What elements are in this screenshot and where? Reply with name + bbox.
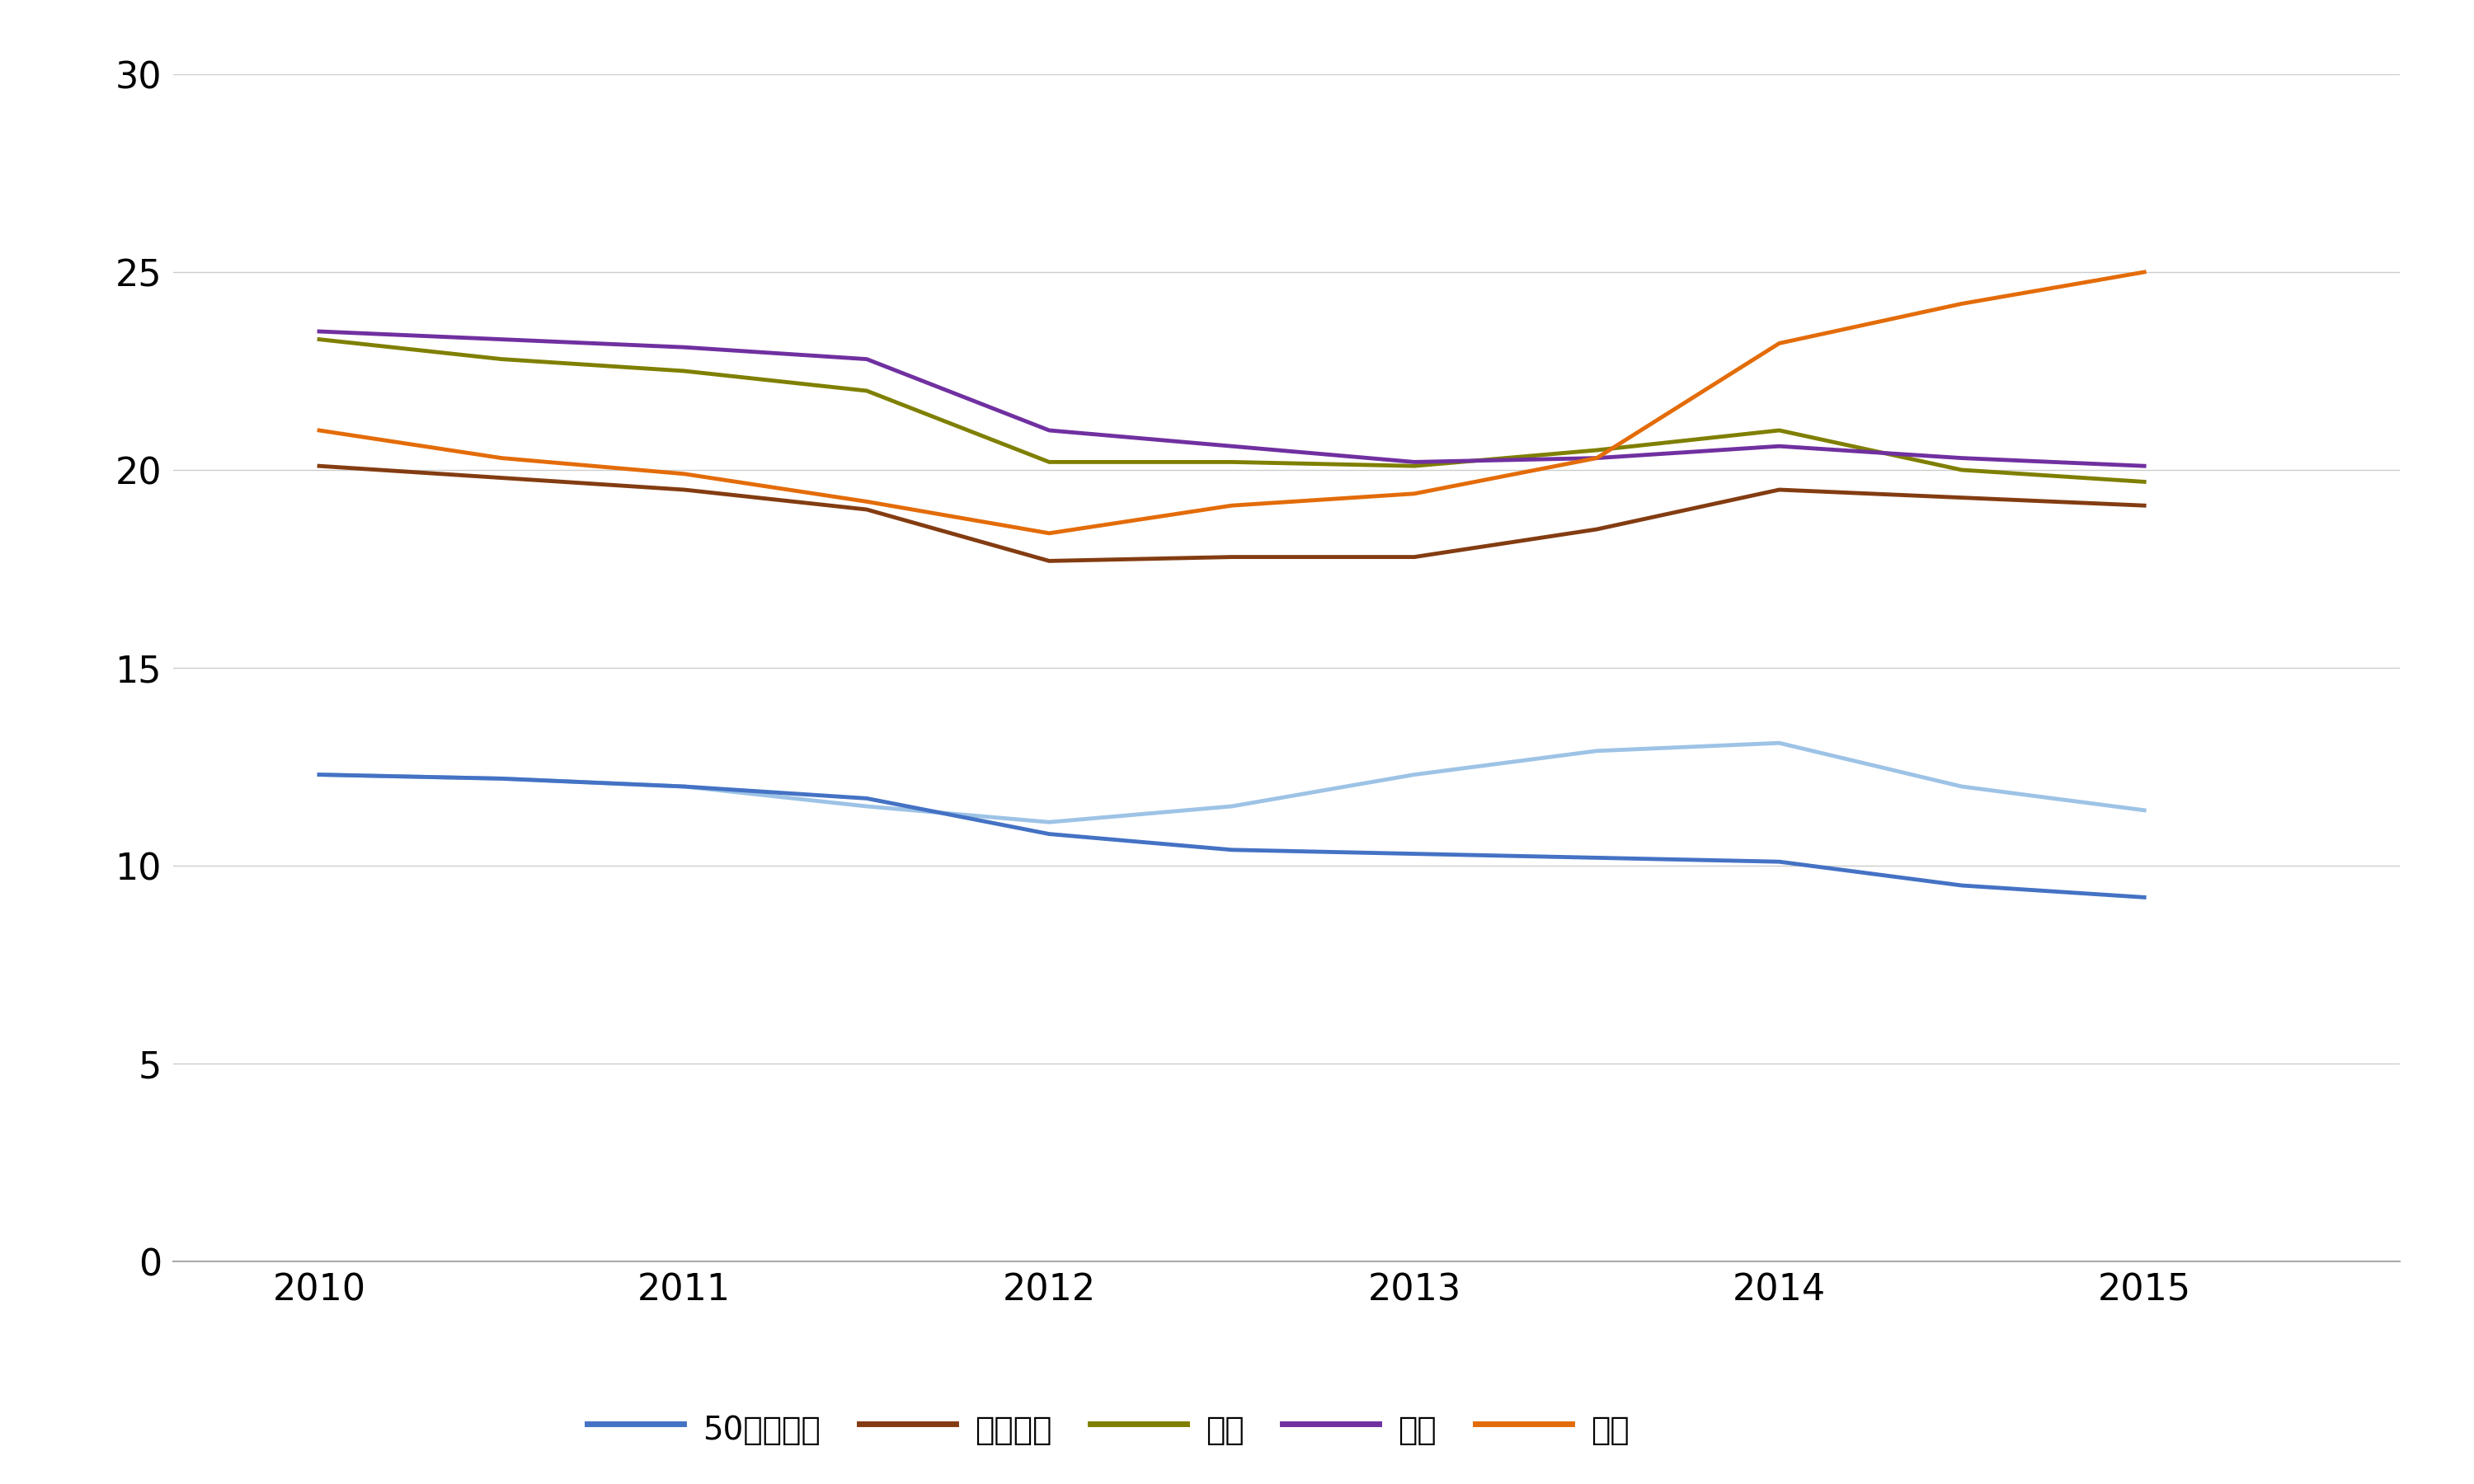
一线城市 (851, 500, 881, 518)
50大中城市 (1947, 877, 1977, 895)
50大中城市 (1764, 853, 1794, 871)
上海 (2130, 457, 2160, 475)
一线城市 (1034, 552, 1064, 570)
北京 (1400, 457, 1430, 475)
北京 (487, 350, 517, 368)
一线城市 (1400, 548, 1430, 565)
深圳 (1034, 524, 1064, 542)
深圳 (1217, 497, 1247, 515)
Line: 北京: 北京 (319, 340, 2145, 482)
一线城市 (670, 481, 700, 499)
上海 (1764, 438, 1794, 456)
一线城市 (487, 469, 517, 487)
北京 (1947, 462, 1977, 479)
一线城市 (304, 457, 334, 475)
50大中城市 (1400, 844, 1430, 862)
50大中城市 (304, 766, 334, 784)
深圳 (487, 450, 517, 467)
一线城市 (1764, 481, 1794, 499)
50大中城市 (487, 770, 517, 788)
北京 (304, 331, 334, 349)
深圳 (1581, 450, 1611, 467)
上海 (1400, 453, 1430, 470)
50大中城市 (851, 789, 881, 807)
深圳 (1764, 334, 1794, 352)
上海 (1217, 438, 1247, 456)
上海 (487, 331, 517, 349)
深圳 (2130, 263, 2160, 280)
一线城市 (1947, 488, 1977, 506)
北京 (1217, 453, 1247, 470)
上海 (1581, 450, 1611, 467)
深圳 (1400, 485, 1430, 503)
一线城市 (1581, 521, 1611, 539)
深圳 (851, 493, 881, 510)
50大中城市 (1217, 841, 1247, 859)
50大中城市 (1034, 825, 1064, 843)
北京 (2130, 473, 2160, 491)
Line: 上海: 上海 (319, 331, 2145, 466)
50大中城市 (1581, 849, 1611, 867)
一线城市 (1217, 548, 1247, 565)
50大中城市 (670, 778, 700, 795)
北京 (670, 362, 700, 380)
上海 (851, 350, 881, 368)
深圳 (304, 421, 334, 439)
上海 (304, 322, 334, 340)
Line: 深圳: 深圳 (319, 272, 2145, 533)
Line: 50大中城市: 50大中城市 (319, 775, 2145, 898)
Line: 一线城市: 一线城市 (319, 466, 2145, 561)
上海 (1947, 450, 1977, 467)
深圳 (670, 464, 700, 482)
深圳 (1947, 295, 1977, 313)
上海 (1034, 421, 1064, 439)
Legend: 50大中城市, 一线城市, 北京, 上海, 深圳: 50大中城市, 一线城市, 北京, 上海, 深圳 (574, 1396, 1643, 1460)
北京 (851, 381, 881, 399)
北京 (1764, 421, 1794, 439)
上海 (670, 338, 700, 356)
一线城市 (2130, 497, 2160, 515)
北京 (1581, 441, 1611, 459)
50大中城市 (2130, 889, 2160, 907)
北京 (1034, 453, 1064, 470)
